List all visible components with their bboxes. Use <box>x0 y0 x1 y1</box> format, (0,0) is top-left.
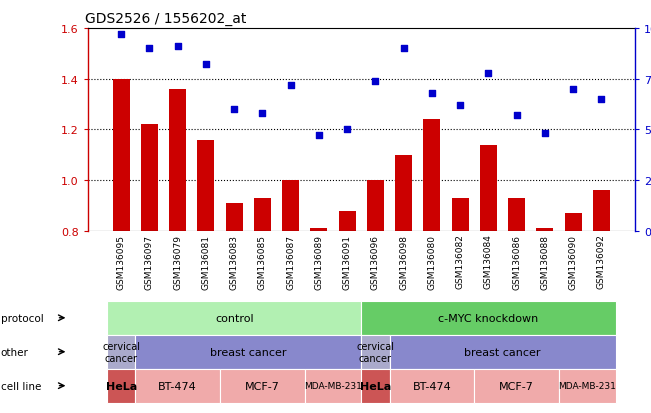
Point <box>257 111 268 117</box>
Point <box>342 127 352 133</box>
Text: control: control <box>215 313 253 323</box>
Point <box>540 131 550 138</box>
Text: other: other <box>1 347 29 357</box>
Point <box>568 86 578 93</box>
Point <box>116 32 126 38</box>
Bar <box>395 155 412 413</box>
Point <box>370 78 381 85</box>
Point <box>426 90 437 97</box>
Bar <box>141 125 158 413</box>
Text: GDS2526 / 1556202_at: GDS2526 / 1556202_at <box>85 12 246 26</box>
Text: ■: ■ <box>94 411 106 413</box>
Bar <box>423 120 440 413</box>
Text: MCF-7: MCF-7 <box>245 381 280 391</box>
Bar <box>536 229 553 413</box>
Text: count: count <box>107 412 137 413</box>
Bar <box>367 180 384 413</box>
Text: cervical
cancer: cervical cancer <box>102 341 140 363</box>
Text: BT-474: BT-474 <box>158 381 197 391</box>
Bar <box>283 180 299 413</box>
Bar <box>197 140 214 413</box>
Bar <box>508 198 525 413</box>
Text: breast cancer: breast cancer <box>210 347 286 357</box>
Point <box>596 96 607 103</box>
Point <box>201 62 211 69</box>
Bar <box>254 198 271 413</box>
Text: MDA-MB-231: MDA-MB-231 <box>559 381 616 390</box>
Bar <box>452 198 469 413</box>
Text: MDA-MB-231: MDA-MB-231 <box>304 381 362 390</box>
Bar <box>169 90 186 413</box>
Text: HeLa: HeLa <box>360 381 391 391</box>
Point <box>314 133 324 140</box>
Point <box>229 107 240 113</box>
Bar <box>339 211 355 413</box>
Text: MCF-7: MCF-7 <box>499 381 534 391</box>
Text: cervical
cancer: cervical cancer <box>357 341 395 363</box>
Bar <box>480 145 497 413</box>
Bar <box>564 214 581 413</box>
Text: c-MYC knockdown: c-MYC knockdown <box>438 313 538 323</box>
Point <box>173 44 183 50</box>
Text: cell line: cell line <box>1 381 41 391</box>
Point <box>483 70 493 77</box>
Point <box>455 102 465 109</box>
Bar <box>311 229 327 413</box>
Text: HeLa: HeLa <box>105 381 137 391</box>
Point <box>398 46 409 52</box>
Text: BT-474: BT-474 <box>413 381 451 391</box>
Bar <box>593 191 610 413</box>
Point <box>286 82 296 89</box>
Point <box>145 46 155 52</box>
Bar <box>226 204 243 413</box>
Text: protocol: protocol <box>1 313 44 323</box>
Bar <box>113 79 130 413</box>
Point <box>512 113 522 119</box>
Text: breast cancer: breast cancer <box>464 347 541 357</box>
